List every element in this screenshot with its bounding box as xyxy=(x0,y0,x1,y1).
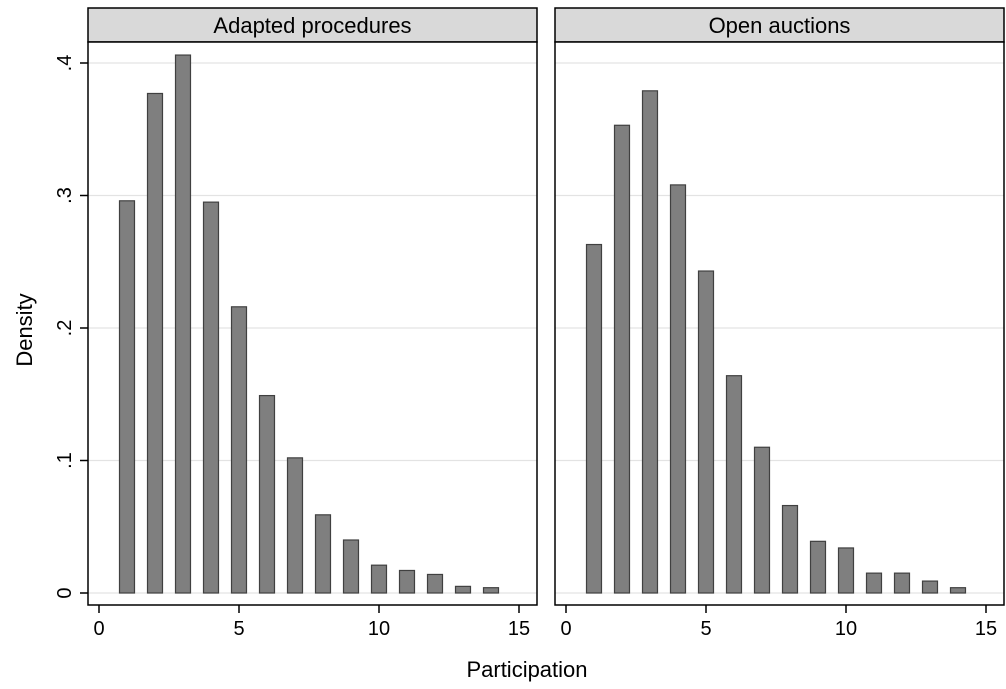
bar xyxy=(342,539,360,594)
panel-1: Adapted procedures 0 5 10 15 0 .1 .2 .3 .4 xyxy=(54,7,538,640)
y-axis-label: Density xyxy=(12,293,37,366)
bar xyxy=(865,572,883,594)
bar xyxy=(921,580,939,594)
panel-2: Open auctions 0 5 10 15 xyxy=(554,7,1005,640)
bar xyxy=(314,514,332,594)
bar xyxy=(669,184,687,594)
bar xyxy=(258,394,276,594)
bar xyxy=(454,585,472,594)
bar xyxy=(286,457,304,594)
bar xyxy=(118,200,136,594)
x-tick-label: 15 xyxy=(508,618,530,640)
bar xyxy=(893,572,911,594)
bar xyxy=(398,569,416,594)
bar xyxy=(725,375,743,594)
y-tick-label: .4 xyxy=(54,55,76,72)
bar xyxy=(949,587,967,594)
panel-header xyxy=(554,7,1005,43)
x-tick-label: 15 xyxy=(975,618,997,640)
plot-border xyxy=(554,41,1005,606)
x-tick-label: 10 xyxy=(368,618,390,640)
bar xyxy=(585,243,603,594)
panel-title: Open auctions xyxy=(709,13,851,38)
plot-border xyxy=(87,41,538,606)
x-tick-label: 0 xyxy=(93,618,104,640)
y-tick-label: .1 xyxy=(54,452,76,469)
bar xyxy=(426,573,444,594)
bar xyxy=(641,90,659,594)
bar xyxy=(482,587,500,594)
x-tick-label: 5 xyxy=(233,618,244,640)
bar xyxy=(174,54,192,594)
bar xyxy=(753,446,771,594)
x-axis-label: Participation xyxy=(466,657,587,682)
y-tick-label: .3 xyxy=(54,187,76,204)
bar xyxy=(837,547,855,594)
panel-header xyxy=(87,7,538,43)
bar xyxy=(781,504,799,594)
panel-title: Adapted procedures xyxy=(213,13,411,38)
y-tick-label: 0 xyxy=(54,587,76,598)
x-tick-label: 0 xyxy=(560,618,571,640)
bar xyxy=(809,540,827,594)
bar xyxy=(202,201,220,594)
bar xyxy=(697,270,715,594)
bar xyxy=(230,306,248,594)
y-tick-label: .2 xyxy=(54,320,76,337)
bar xyxy=(613,124,631,594)
x-tick-label: 10 xyxy=(835,618,857,640)
x-tick-label: 5 xyxy=(700,618,711,640)
bar xyxy=(370,564,388,594)
bar xyxy=(146,92,164,594)
